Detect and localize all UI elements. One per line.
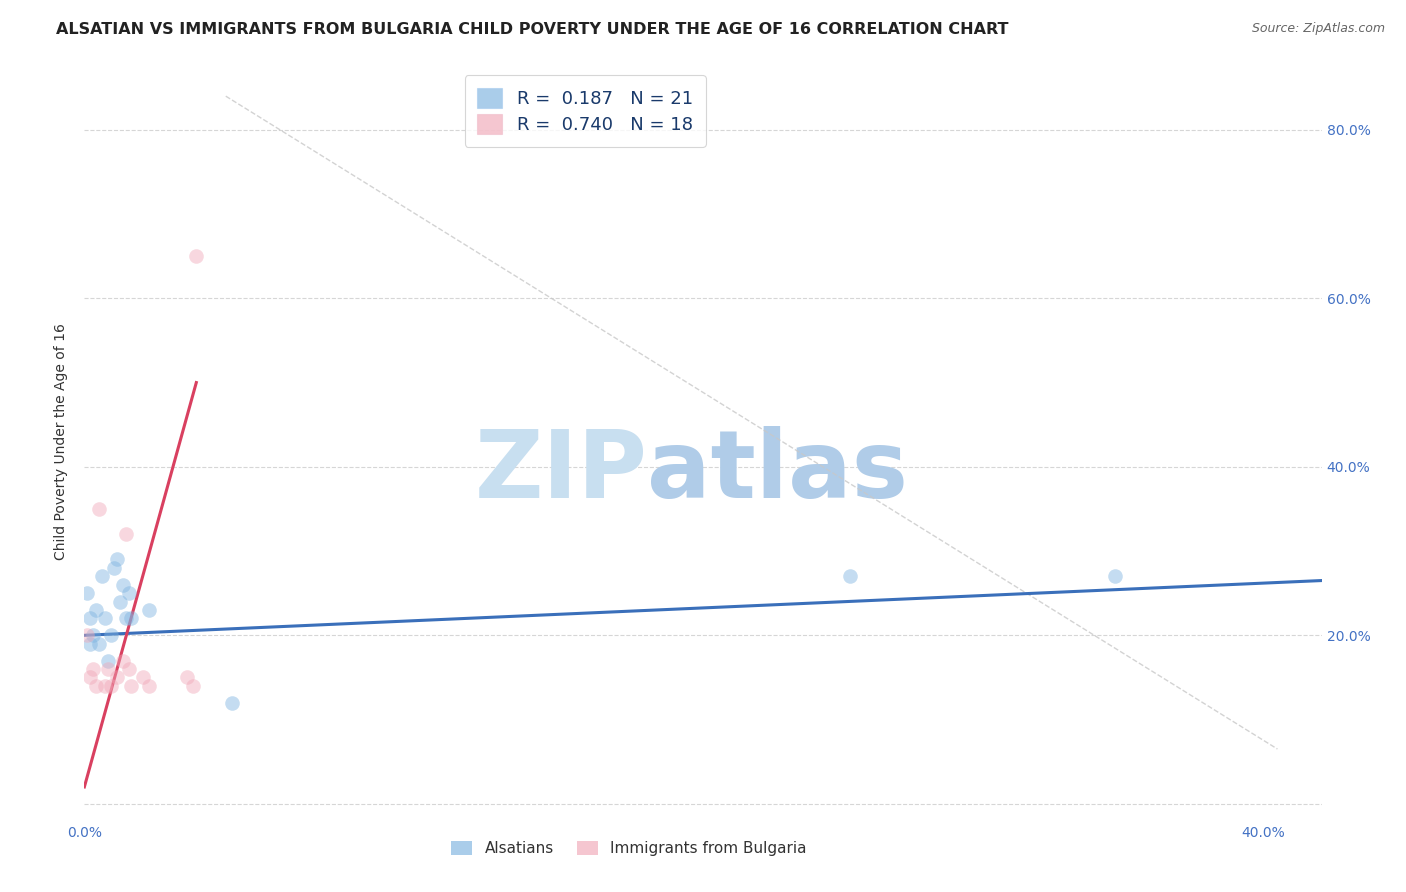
- Point: [87, 502, 110, 516]
- Point: [114, 611, 136, 625]
- Point: [105, 552, 128, 566]
- Point: [138, 603, 160, 617]
- Point: [79, 637, 101, 651]
- Point: [84, 603, 107, 617]
- Point: [103, 561, 125, 575]
- Y-axis label: Child Poverty Under the Age of 16: Child Poverty Under the Age of 16: [55, 323, 69, 560]
- Point: [97, 654, 120, 668]
- Point: [114, 527, 136, 541]
- Point: [94, 679, 117, 693]
- Point: [87, 637, 110, 651]
- Legend: Alsatians, Immigrants from Bulgaria: Alsatians, Immigrants from Bulgaria: [444, 835, 813, 863]
- Point: [76, 586, 98, 600]
- Point: [100, 679, 122, 693]
- Text: ALSATIAN VS IMMIGRANTS FROM BULGARIA CHILD POVERTY UNDER THE AGE OF 16 CORRELATI: ALSATIAN VS IMMIGRANTS FROM BULGARIA CHI…: [56, 22, 1008, 37]
- Point: [186, 249, 208, 263]
- Point: [111, 654, 134, 668]
- Text: atlas: atlas: [647, 425, 908, 518]
- Point: [94, 611, 117, 625]
- Point: [121, 611, 143, 625]
- Point: [138, 679, 160, 693]
- Point: [183, 679, 205, 693]
- Point: [97, 662, 120, 676]
- Point: [79, 611, 101, 625]
- Point: [108, 594, 131, 608]
- Point: [1104, 569, 1126, 583]
- Point: [84, 679, 107, 693]
- Text: ZIP: ZIP: [474, 425, 647, 518]
- Point: [111, 578, 134, 592]
- Point: [100, 628, 122, 642]
- Point: [117, 662, 139, 676]
- Point: [176, 670, 198, 684]
- Point: [117, 586, 139, 600]
- Point: [82, 628, 104, 642]
- Point: [105, 670, 128, 684]
- Point: [839, 569, 862, 583]
- Point: [76, 628, 98, 642]
- Point: [82, 662, 104, 676]
- Text: Source: ZipAtlas.com: Source: ZipAtlas.com: [1251, 22, 1385, 36]
- Point: [221, 696, 243, 710]
- Point: [132, 670, 155, 684]
- Point: [91, 569, 114, 583]
- Point: [79, 670, 101, 684]
- Point: [121, 679, 143, 693]
